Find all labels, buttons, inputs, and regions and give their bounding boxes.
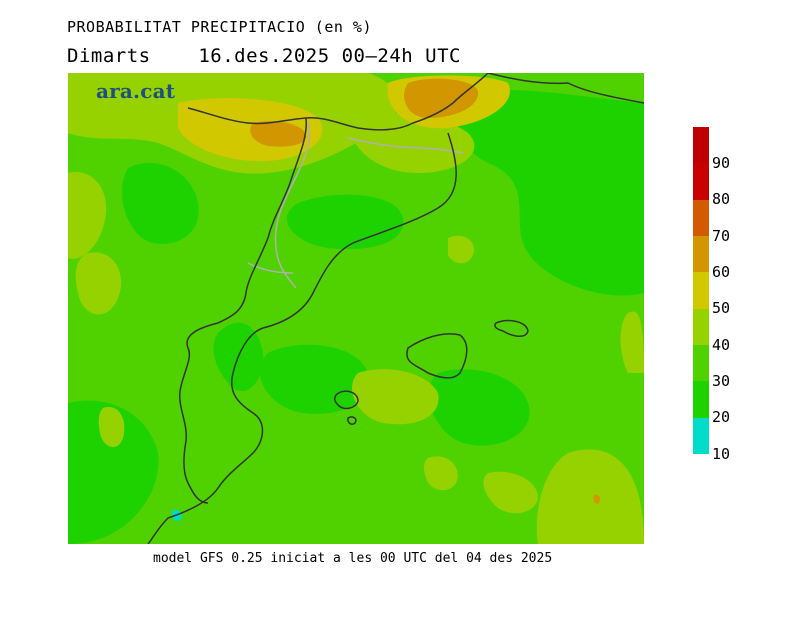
scale-segment <box>693 200 709 236</box>
scale-label-50: 50 <box>712 299 731 317</box>
scale-segment <box>693 163 709 200</box>
color-scale <box>693 127 709 454</box>
field-50-60 <box>620 311 644 373</box>
island-mallorca <box>406 333 468 379</box>
forecast-date: Dimarts 16.des.2025 00—24h UTC <box>67 45 461 67</box>
field-50-60 <box>98 407 125 448</box>
field-70-80 <box>404 78 479 118</box>
field-50-60 <box>536 449 644 544</box>
scale-segment <box>693 381 709 418</box>
scale-label-90: 90 <box>712 154 731 172</box>
field-30-40 <box>68 400 159 544</box>
scale-segment <box>693 309 709 345</box>
field-30-40 <box>122 162 199 244</box>
precipitation-map: ara.cat <box>68 73 644 544</box>
island-eivissa <box>333 390 359 410</box>
island-menorca <box>494 319 529 337</box>
scale-label-40: 40 <box>712 336 731 354</box>
border-line <box>179 322 219 504</box>
scale-label-10: 10 <box>712 445 731 463</box>
scale-label-30: 30 <box>712 372 731 390</box>
field-50-60 <box>352 369 439 425</box>
field-50-60 <box>423 456 458 491</box>
border-line <box>487 73 644 104</box>
island-formentera <box>347 416 357 425</box>
scale-segment <box>693 345 709 381</box>
field-70-80 <box>593 494 601 504</box>
scale-label-70: 70 <box>712 227 731 245</box>
region-border <box>247 262 294 274</box>
field-50-60 <box>448 235 474 264</box>
scale-segment <box>693 127 709 163</box>
brand-logo: ara.cat <box>96 79 176 103</box>
field-50-60 <box>483 471 538 514</box>
border-line <box>187 73 489 131</box>
field-30-40 <box>428 369 530 446</box>
region-border <box>274 122 311 289</box>
chart-title: PROBABILITAT PRECIPITACIO (en %) <box>67 18 372 36</box>
field-30-40 <box>451 89 644 296</box>
coastline <box>147 132 457 544</box>
scale-label-80: 80 <box>712 190 731 208</box>
scale-label-60: 60 <box>712 263 731 281</box>
scale-segment <box>693 272 709 309</box>
scale-segment <box>693 236 709 272</box>
region-border <box>347 137 464 154</box>
scale-segment <box>693 418 709 454</box>
field-30-40 <box>260 344 370 414</box>
scale-label-20: 20 <box>712 408 731 426</box>
field-70-80 <box>250 121 307 147</box>
model-caption: model GFS 0.25 iniciat a les 00 UTC del … <box>153 551 553 566</box>
map-canvas <box>68 73 644 544</box>
border-line <box>217 117 307 324</box>
field-50-60 <box>75 252 122 315</box>
field-50-60 <box>68 172 107 259</box>
